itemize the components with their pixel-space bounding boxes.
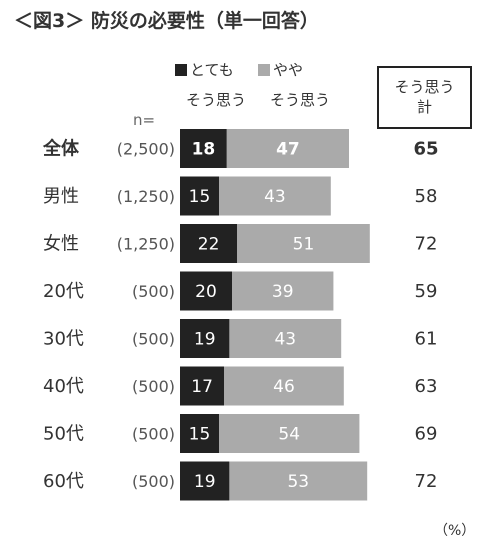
total-value: 58 [415, 186, 438, 207]
category-label: 30代 [43, 329, 84, 350]
bar-segment-somewhat [229, 461, 368, 501]
bar-segment-strong [180, 271, 232, 311]
legend-label-strong-line1: とても [190, 61, 234, 79]
bar-value-strong: 19 [194, 330, 216, 350]
total-column-header: そう思う 計 [377, 66, 472, 129]
bar-segment-strong [180, 129, 227, 168]
total-value: 72 [415, 471, 438, 492]
unit-note: （%） [434, 523, 476, 539]
bar-segment-strong [180, 176, 219, 216]
legend-swatch-somewhat [258, 64, 270, 76]
bar-value-somewhat: 47 [276, 140, 300, 160]
sample-size-value: (2,500) [117, 140, 175, 159]
sample-size-value: (500) [132, 282, 175, 301]
category-label: 全体 [42, 138, 80, 160]
category-label: 20代 [43, 281, 84, 302]
total-value: 63 [415, 376, 438, 397]
bar-segment-somewhat [226, 129, 349, 168]
total-value: 61 [415, 329, 438, 350]
bar-segment-strong [180, 224, 238, 263]
category-label: 50代 [43, 424, 84, 445]
bar-value-strong: 22 [198, 235, 220, 255]
total-header-line2: 計 [416, 98, 432, 116]
bar-segment-somewhat [229, 319, 342, 358]
bar-value-somewhat: 51 [293, 235, 315, 255]
sample-size-value: (500) [132, 472, 175, 491]
category-label: 女性 [43, 234, 79, 255]
sample-size-value: (1,250) [117, 187, 175, 206]
category-label: 40代 [43, 376, 84, 397]
bar-segment-somewhat [219, 176, 331, 216]
total-value: 59 [415, 281, 438, 302]
bar-value-somewhat: 53 [287, 472, 309, 492]
bar-segment-strong [180, 366, 225, 406]
bar-segment-strong [180, 414, 219, 453]
total-header-line1: そう思う [394, 78, 455, 96]
bar-value-strong: 20 [195, 282, 217, 302]
sample-size-value: (500) [132, 425, 175, 444]
bar-value-strong: 18 [192, 140, 216, 160]
bar-value-somewhat: 43 [264, 187, 286, 207]
sample-size-value: (500) [132, 330, 175, 349]
legend-swatch-strong [175, 64, 187, 76]
legend-label-strong-line2: そう思う [186, 91, 247, 109]
bar-segment-strong [180, 461, 230, 501]
bar-segment-strong [180, 319, 230, 358]
total-value: 69 [415, 424, 438, 445]
bar-segment-somewhat [224, 366, 344, 406]
bar-value-strong: 17 [191, 377, 213, 397]
chart-title: ＜図3＞ 防災の必要性（単一回答） [14, 10, 319, 32]
total-value: 65 [413, 139, 438, 160]
bar-segment-somewhat [232, 271, 334, 311]
bar-value-somewhat: 43 [274, 330, 296, 350]
sample-size-value: (1,250) [117, 235, 175, 254]
bar-value-somewhat: 54 [278, 425, 300, 445]
bar-segment-somewhat [237, 224, 370, 263]
category-label: 男性 [43, 186, 79, 207]
total-value: 72 [415, 234, 438, 255]
sample-size-value: (500) [132, 377, 175, 396]
bar-value-somewhat: 39 [272, 282, 294, 302]
bar-segment-somewhat [219, 414, 360, 453]
category-label: 60代 [43, 471, 84, 492]
legend-label-somewhat-line1: やや [273, 61, 304, 79]
bar-value-somewhat: 46 [273, 377, 295, 397]
bar-value-strong: 19 [194, 472, 216, 492]
bar-value-strong: 15 [189, 425, 211, 445]
bar-value-strong: 15 [189, 187, 211, 207]
legend-label-somewhat-line2: そう思う [270, 91, 331, 109]
sample-size-label: n= [133, 111, 156, 129]
